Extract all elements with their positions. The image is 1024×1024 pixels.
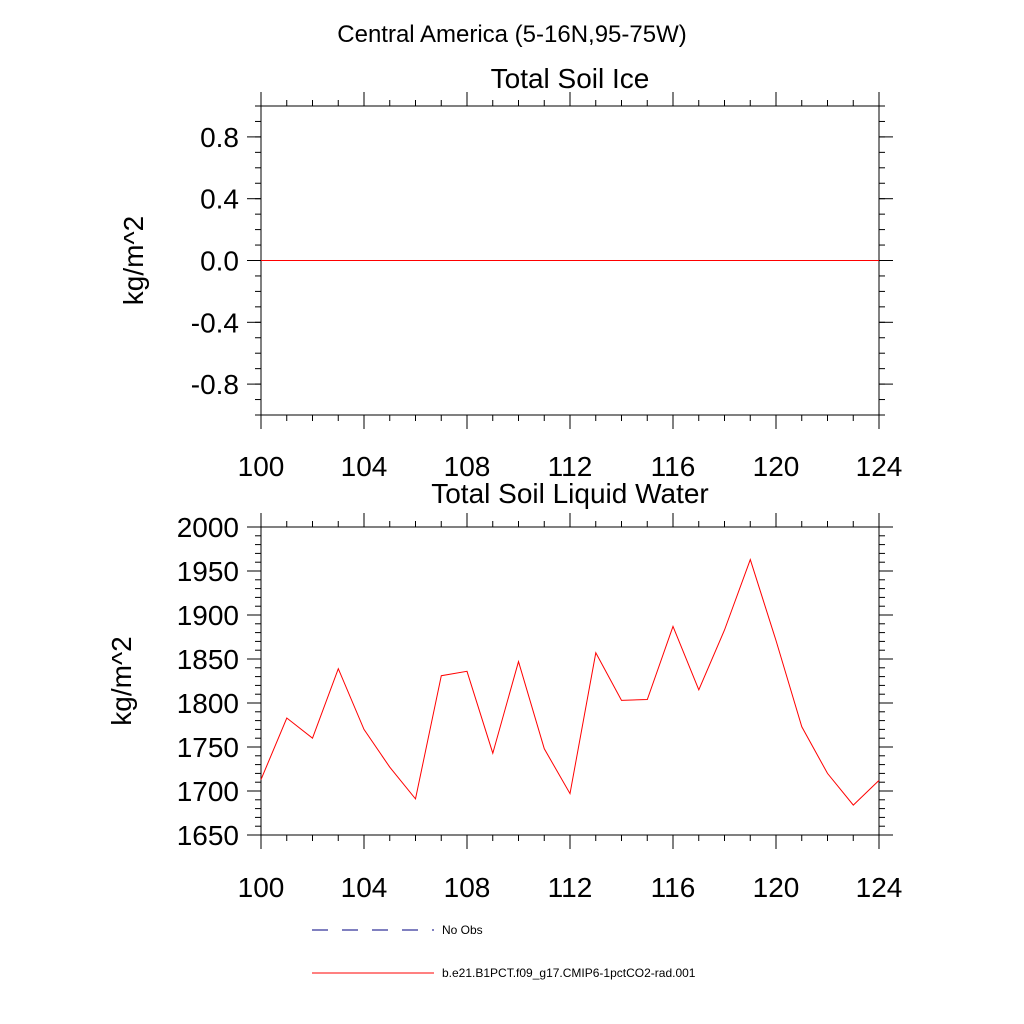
y-tick-label: -0.8 <box>191 369 239 400</box>
x-tick-label: 112 <box>548 872 593 903</box>
y-tick-label: -0.4 <box>191 307 239 338</box>
y-tick-label: 1850 <box>177 644 239 675</box>
panel-2: 2000 1950 1900 1850 1800 1750 1700 1650 100 104 10… <box>106 478 902 903</box>
x-tick-label: 116 <box>651 451 696 482</box>
legend-series-label: b.e21.B1PCT.f09_g17.CMIP6-1pctCO2-rad.00… <box>442 966 696 980</box>
y-axis-label: kg/m^2 <box>106 636 137 725</box>
x-tick-label: 104 <box>341 872 388 903</box>
x-tick-label: 116 <box>651 872 696 903</box>
x-tick-label: 100 <box>238 451 285 482</box>
y-tick-label: 1800 <box>177 688 239 719</box>
x-tick-label: 120 <box>753 451 800 482</box>
panels: 0.8 0.4 0.0 -0.4 -0.8 100 104 108 112 116 120 124 To… <box>106 63 902 903</box>
series-line <box>260 558 880 806</box>
x-tick-label: 112 <box>548 451 593 482</box>
x-tick-label: 108 <box>444 451 491 482</box>
y-tick-label: 1900 <box>177 600 239 631</box>
legend-obs-label: No Obs <box>442 923 483 937</box>
panel-1: 0.8 0.4 0.0 -0.4 -0.8 100 104 108 112 116 120 124 To… <box>118 63 902 482</box>
legend: No Obs b.e21.B1PCT.f09_g17.CMIP6-1pctCO2… <box>312 923 696 980</box>
panel-title: Total Soil Liquid Water <box>431 478 709 509</box>
x-tick-label: 124 <box>856 872 903 903</box>
y-tick-label: 2000 <box>177 512 239 543</box>
y-axis-label: kg/m^2 <box>118 216 149 305</box>
plot-frame <box>260 526 880 836</box>
x-tick-label: 104 <box>341 451 388 482</box>
y-tick-label: 0.0 <box>200 246 239 277</box>
y-tick-label: 0.8 <box>200 122 239 153</box>
figure-title: Central America (5-16N,95-75W) <box>337 21 686 48</box>
y-tick-label: 1700 <box>177 776 239 807</box>
x-tick-label: 124 <box>856 451 903 482</box>
y-tick-label: 1750 <box>177 732 239 763</box>
panel-title: Total Soil Ice <box>491 63 650 94</box>
x-tick-label: 100 <box>238 872 285 903</box>
y-tick-label: 0.4 <box>200 184 239 215</box>
y-tick-label: 1650 <box>177 820 239 851</box>
x-tick-label: 120 <box>753 872 800 903</box>
y-tick-label: 1950 <box>177 556 239 587</box>
x-tick-label: 108 <box>444 872 491 903</box>
